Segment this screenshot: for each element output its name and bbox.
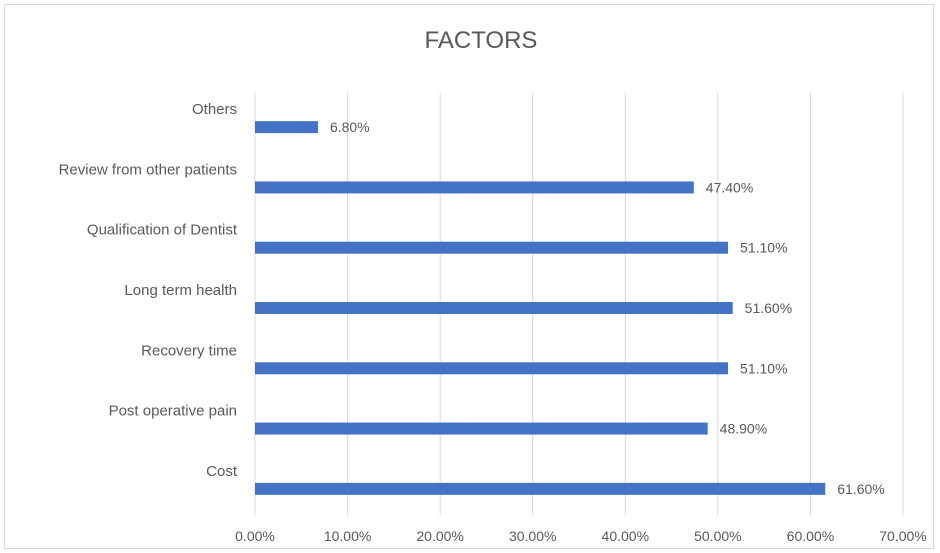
category-label-2: Qualification of Dentist xyxy=(87,222,238,239)
bar-1 xyxy=(255,181,694,194)
category-label-4: Recovery time xyxy=(141,342,237,359)
bar-5 xyxy=(255,422,708,435)
category-label-5: Post operative pain xyxy=(109,403,237,420)
data-label-6: 61.60% xyxy=(837,481,884,497)
x-tick-label-4: 40.00% xyxy=(602,528,649,544)
x-axis-ticks: 0.00% 10.00% 20.00% 30.00% 40.00% 50.00% 60.00… xyxy=(235,528,927,544)
bar-2 xyxy=(255,241,729,254)
x-tick-label-6: 60.00% xyxy=(787,528,834,544)
bars xyxy=(255,121,826,495)
data-labels: 6.80% 47.40% 51.10% 51.60% 51.10% 48.90% 61.60… xyxy=(330,119,885,497)
data-label-0: 6.80% xyxy=(330,119,370,135)
data-label-4: 51.10% xyxy=(740,360,787,376)
data-label-2: 51.10% xyxy=(740,240,787,256)
bar-6 xyxy=(255,482,826,495)
category-label-6: Cost xyxy=(206,463,238,480)
x-tick-label-0: 0.00% xyxy=(235,528,275,544)
category-label-1: Review from other patients xyxy=(59,161,237,178)
data-label-3: 51.60% xyxy=(745,300,792,316)
chart-frame: FACTORS Others Review from other patients… xyxy=(4,4,934,549)
x-tick-label-2: 20.00% xyxy=(416,528,463,544)
x-tick-label-5: 50.00% xyxy=(694,528,741,544)
bar-3 xyxy=(255,302,733,314)
category-label-3: Long term health xyxy=(124,282,237,299)
x-tick-label-7: 70.00% xyxy=(879,528,926,544)
data-label-5: 48.90% xyxy=(720,421,767,437)
x-tick-label-3: 30.00% xyxy=(509,528,556,544)
category-label-0: Others xyxy=(192,101,237,118)
bar-chart: FACTORS Others Review from other patients… xyxy=(59,27,927,544)
x-tick-label-1: 10.00% xyxy=(324,528,371,544)
chart-title: FACTORS xyxy=(425,27,538,54)
bar-0 xyxy=(255,121,318,134)
category-labels: Others Review from other patients Qualific… xyxy=(59,101,238,480)
data-label-1: 47.40% xyxy=(706,179,753,195)
bar-4 xyxy=(255,362,729,375)
